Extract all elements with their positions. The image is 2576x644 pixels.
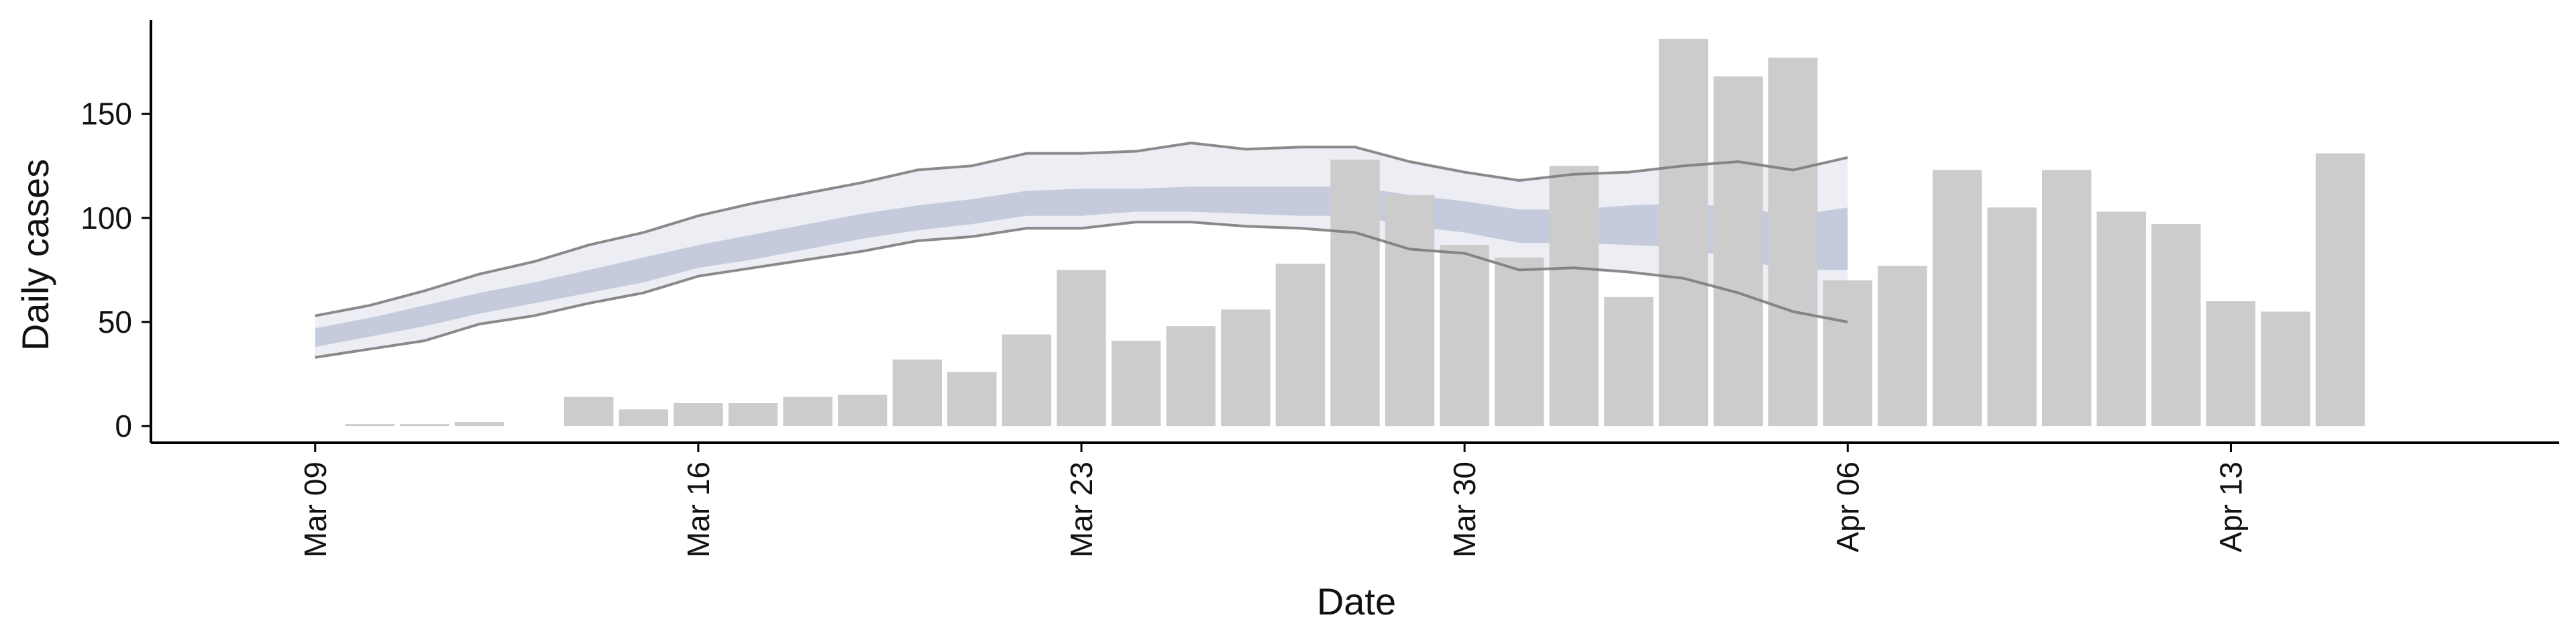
bar-2020-03-17 bbox=[728, 403, 778, 427]
bar-2020-03-29 bbox=[1385, 195, 1435, 427]
bar-2020-04-14 bbox=[2261, 311, 2310, 427]
bar-2020-03-10 bbox=[345, 424, 394, 427]
bar-2020-04-12 bbox=[2151, 224, 2201, 427]
bar-2020-04-07 bbox=[1878, 266, 1927, 427]
upper-bound-line bbox=[315, 142, 1848, 317]
bar-2020-04-03 bbox=[1658, 38, 1709, 427]
y-tick-label: 50 bbox=[98, 305, 132, 339]
bar-2020-03-27 bbox=[1275, 264, 1326, 427]
bar-2020-04-02 bbox=[1604, 297, 1654, 427]
bar-2020-03-25 bbox=[1166, 326, 1216, 427]
bar-2020-04-01 bbox=[1549, 166, 1599, 427]
axes: 0 50 100 150 Mar 09 Mar 16 Mar 23 Mar 30 Apr 06 A… bbox=[80, 20, 2559, 557]
bar-2020-04-11 bbox=[2096, 211, 2146, 427]
bar-2020-03-18 bbox=[783, 396, 833, 427]
band-50 bbox=[315, 186, 1848, 347]
case-bars bbox=[345, 38, 2365, 427]
x-tick-label: Mar 09 bbox=[298, 462, 333, 557]
bar-2020-04-06 bbox=[1823, 280, 1872, 427]
bar-2020-03-11 bbox=[400, 424, 449, 427]
bar-2020-04-04 bbox=[1713, 76, 1763, 427]
x-tick-label: Mar 30 bbox=[1447, 462, 1482, 557]
y-tick-label: 150 bbox=[80, 97, 132, 131]
bar-2020-03-21 bbox=[947, 372, 997, 427]
bar-2020-03-15 bbox=[619, 409, 668, 427]
x-tick-label: Mar 23 bbox=[1064, 462, 1099, 557]
bar-2020-03-22 bbox=[1002, 334, 1052, 427]
estimate-bands bbox=[315, 143, 1848, 358]
bar-2020-04-08 bbox=[1932, 170, 1982, 427]
x-tick-label: Apr 06 bbox=[1830, 462, 1865, 553]
bar-2020-03-26 bbox=[1221, 309, 1271, 427]
bar-2020-03-14 bbox=[564, 396, 614, 427]
lower-bound-line bbox=[315, 221, 1848, 359]
bar-2020-03-20 bbox=[892, 359, 942, 427]
bar-2020-04-05 bbox=[1768, 57, 1818, 427]
bar-2020-04-10 bbox=[2042, 170, 2092, 427]
x-tick-label: Apr 13 bbox=[2214, 462, 2249, 553]
bar-2020-03-16 bbox=[674, 403, 723, 427]
bar-2020-03-31 bbox=[1495, 257, 1544, 427]
x-axis-title: Date bbox=[1317, 580, 1396, 623]
bar-2020-03-24 bbox=[1111, 340, 1161, 427]
bar-2020-04-09 bbox=[1987, 207, 2037, 427]
bar-2020-03-30 bbox=[1440, 245, 1489, 427]
bar-2020-03-12 bbox=[454, 422, 504, 427]
bar-2020-04-13 bbox=[2206, 301, 2256, 427]
bar-2020-04-15 bbox=[2315, 153, 2365, 427]
x-tick-label: Mar 16 bbox=[681, 462, 716, 557]
bar-2020-03-23 bbox=[1057, 270, 1106, 427]
y-tick-label: 0 bbox=[115, 409, 132, 443]
estimate-bound-lines bbox=[315, 142, 1848, 359]
y-axis-title: Daily cases bbox=[14, 159, 56, 351]
bar-2020-03-28 bbox=[1330, 159, 1380, 427]
bar-2020-03-19 bbox=[838, 394, 888, 427]
y-tick-label: 100 bbox=[80, 201, 132, 235]
band-90 bbox=[315, 143, 1848, 358]
